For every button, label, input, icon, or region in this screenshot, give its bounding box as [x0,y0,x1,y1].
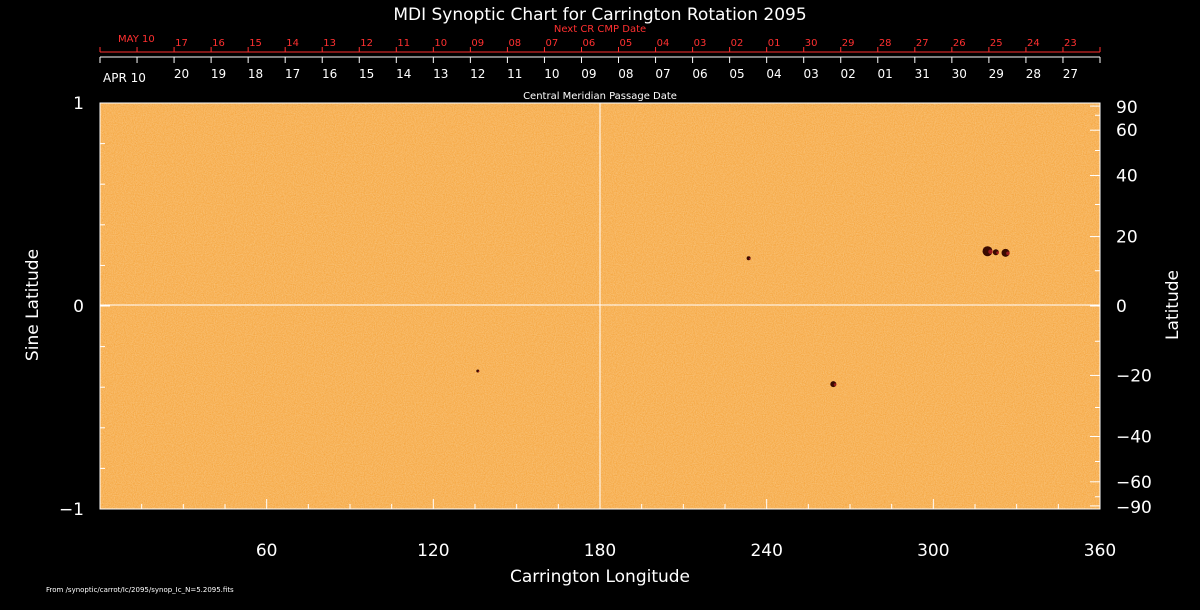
top-axis-date: 11 [397,38,410,49]
x-tick-label: 180 [584,541,616,561]
middle-axis-date: 12 [470,67,485,81]
top-axis-date: 24 [1027,38,1040,49]
middle-axis-date: 30 [952,67,967,81]
top-axis-date: 01 [768,38,781,49]
chart-title: MDI Synoptic Chart for Carrington Rotati… [393,5,806,25]
top-axis-date: 14 [286,38,299,49]
middle-axis-date: 05 [729,67,744,81]
y-right-tick-label: 0 [1116,297,1127,317]
top-axis-date: 27 [916,38,929,49]
top-axis-date: 10 [434,38,447,49]
top-axis-date: 13 [323,38,336,49]
top-axis-date: 17 [175,38,188,49]
middle-axis-date: 15 [359,67,374,81]
middle-axis-date: 06 [692,67,707,81]
source-footer: From /synoptic/carrot/Ic/2095/synop_Ic_N… [46,586,234,594]
x-tick-label: 300 [917,541,949,561]
middle-axis-date: 20 [174,67,189,81]
y-right-tick-label: 20 [1116,228,1138,248]
top-axis-date: 15 [249,38,262,49]
middle-axis-date: 01 [878,67,893,81]
middle-axis-ticks: 20 19 18 17 16 15 14 13 12 11 10 09 08 07 06 05 04 03 02 01… [99,57,1101,81]
middle-axis-date: 10 [544,67,559,81]
top-axis-ticks: 17 16 15 14 13 12 11 10 09 08 07 06 05 04 03 02 01 30 29 28… [99,38,1101,52]
sunspot-penumbra [996,251,999,255]
top-axis-date: 16 [212,38,225,49]
top-axis-date: 26 [953,38,966,49]
axes: 60 120 180 240 300 360 1 0 −1 90 60 40 20 0 −20 −40 −60 −… [59,94,1152,561]
y-left-tick-label: 0 [73,297,84,317]
x-tick-label: 120 [417,541,449,561]
y-right-tick-label: 40 [1116,167,1138,187]
top-axis-date: 30 [805,38,818,49]
top-axis-date: 29 [842,38,855,49]
y-left-tick-label: −1 [59,500,84,520]
y-axis-right-label: Latitude [1163,270,1183,340]
middle-axis-date: 07 [655,67,670,81]
sunspot-penumbra [988,249,993,254]
top-axis-date: 12 [360,38,373,49]
middle-axis-date: 19 [211,67,226,81]
x-tick-label: 60 [256,541,278,561]
middle-axis-date: 31 [915,67,930,81]
middle-axis-date: 28 [1026,67,1041,81]
y-axis-left-label: Sine Latitude [23,249,43,361]
middle-axis-date: 08 [618,67,633,81]
sunspot-penumbra [1006,251,1010,256]
middle-axis-date: 27 [1063,67,1078,81]
top-axis-date: 09 [471,38,484,49]
y-right-tick-label: −90 [1116,498,1152,518]
sunspot-penumbra [748,257,751,260]
middle-axis-date: 11 [507,67,522,81]
middle-axis-date: 16 [322,67,337,81]
middle-axis-date: 04 [766,67,781,81]
middle-axis-date: 14 [396,67,411,81]
top-axis-date: 06 [583,38,596,49]
middle-axis-date: 13 [433,67,448,81]
top-axis-date: 02 [731,38,744,49]
y-right-tick-label: −60 [1116,473,1152,493]
top-axis-first-label: MAY 10 [118,34,155,45]
cmp-axis-label: Central Meridian Passage Date [523,91,677,102]
middle-axis-date: 09 [581,67,596,81]
y-right-tick-label: 60 [1116,121,1138,141]
middle-axis-date: 02 [841,67,856,81]
map-area [99,102,1101,510]
top-axis-date: 25 [990,38,1003,49]
next-cr-label: Next CR CMP Date [554,24,646,35]
y-right-tick-label: −40 [1116,427,1152,447]
y-right-tick-label: −20 [1116,366,1152,386]
middle-axis-first-label: APR 10 [103,71,146,85]
middle-axis-date: 03 [803,67,818,81]
sunspot-penumbra [478,370,480,373]
top-axis-date: 08 [508,38,521,49]
middle-axis-date: 29 [989,67,1004,81]
x-tick-label: 240 [750,541,782,561]
top-axis-date: 07 [545,38,558,49]
top-axis-date: 28 [879,38,892,49]
middle-axis-date: 17 [285,67,300,81]
sunspots [476,246,1010,388]
middle-axis-date: 18 [248,67,263,81]
x-axis-label: Carrington Longitude [510,567,690,587]
y-right-tick-label: 90 [1116,98,1138,118]
top-axis-date: 23 [1064,38,1077,49]
y-left-tick-label: 1 [73,94,84,114]
top-axis-date: 03 [694,38,707,49]
top-axis-date: 05 [620,38,633,49]
sunspot-penumbra [833,383,837,387]
x-tick-label: 360 [1084,541,1116,561]
top-axis-date: 04 [657,38,670,49]
